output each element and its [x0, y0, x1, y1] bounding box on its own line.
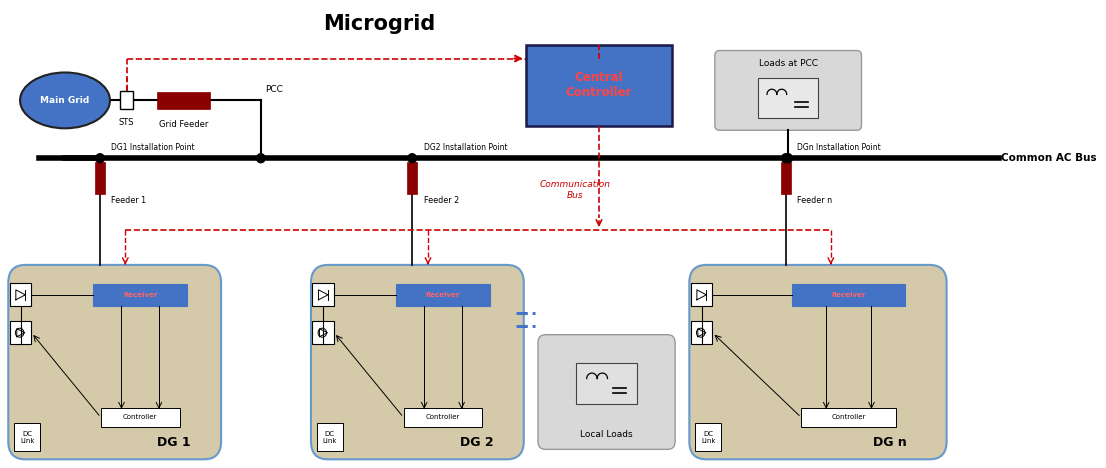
- Text: Communication
Bus: Communication Bus: [540, 181, 611, 200]
- Text: DGn Installation Point: DGn Installation Point: [797, 143, 880, 152]
- Circle shape: [257, 154, 265, 163]
- Bar: [119, 91, 133, 110]
- Text: Controller: Controller: [123, 415, 157, 420]
- FancyBboxPatch shape: [689, 265, 947, 459]
- Text: DC
Link: DC Link: [701, 431, 716, 444]
- Bar: [758, 79, 818, 118]
- FancyBboxPatch shape: [538, 335, 675, 449]
- Text: Local Loads: Local Loads: [581, 431, 633, 439]
- Bar: [691, 321, 712, 344]
- FancyBboxPatch shape: [714, 51, 862, 130]
- Text: DG n: DG n: [873, 436, 907, 449]
- Bar: [695, 424, 721, 451]
- Text: DC
Link: DC Link: [323, 431, 337, 444]
- Bar: [312, 321, 334, 344]
- FancyBboxPatch shape: [311, 265, 524, 459]
- Circle shape: [96, 154, 104, 163]
- Text: DG 2: DG 2: [460, 436, 493, 449]
- Text: Main Grid: Main Grid: [41, 96, 90, 105]
- Bar: [801, 408, 897, 427]
- Bar: [14, 424, 41, 451]
- Circle shape: [784, 154, 792, 163]
- Text: Controller: Controller: [832, 415, 866, 420]
- Bar: [396, 284, 490, 306]
- Bar: [10, 283, 31, 306]
- Bar: [781, 162, 791, 194]
- Text: PCC: PCC: [265, 86, 283, 95]
- Text: Feeder 2: Feeder 2: [424, 196, 459, 205]
- Text: Feeder n: Feeder n: [797, 196, 833, 205]
- Text: Central
Controller: Central Controller: [566, 72, 633, 99]
- Bar: [691, 283, 712, 306]
- Text: Common AC Bus: Common AC Bus: [1001, 153, 1097, 163]
- Ellipse shape: [20, 73, 109, 128]
- Text: Loads at PCC: Loads at PCC: [759, 58, 817, 67]
- Text: DG2 Installation Point: DG2 Installation Point: [424, 143, 508, 152]
- Bar: [316, 424, 343, 451]
- Text: Controller: Controller: [426, 415, 460, 420]
- Text: DG1 Installation Point: DG1 Installation Point: [112, 143, 195, 152]
- Bar: [407, 162, 417, 194]
- Bar: [10, 321, 31, 344]
- Text: DG 1: DG 1: [157, 436, 191, 449]
- Bar: [93, 284, 187, 306]
- Text: Receiver: Receiver: [832, 292, 866, 298]
- Text: DC
Link: DC Link: [20, 431, 34, 444]
- Bar: [792, 284, 906, 306]
- Text: Grid Feeder: Grid Feeder: [158, 120, 208, 129]
- Text: Receiver: Receiver: [426, 292, 460, 298]
- Bar: [95, 162, 105, 194]
- Text: Receiver: Receiver: [123, 292, 157, 298]
- Bar: [404, 408, 482, 427]
- Bar: [101, 408, 179, 427]
- Bar: [157, 92, 210, 109]
- Bar: [576, 363, 637, 404]
- Text: STS: STS: [118, 118, 134, 127]
- Bar: [312, 283, 334, 306]
- Circle shape: [782, 154, 790, 163]
- FancyBboxPatch shape: [8, 265, 221, 459]
- Text: Microgrid: Microgrid: [323, 14, 435, 34]
- Bar: [525, 44, 672, 126]
- Circle shape: [408, 154, 417, 163]
- Text: Feeder 1: Feeder 1: [112, 196, 146, 205]
